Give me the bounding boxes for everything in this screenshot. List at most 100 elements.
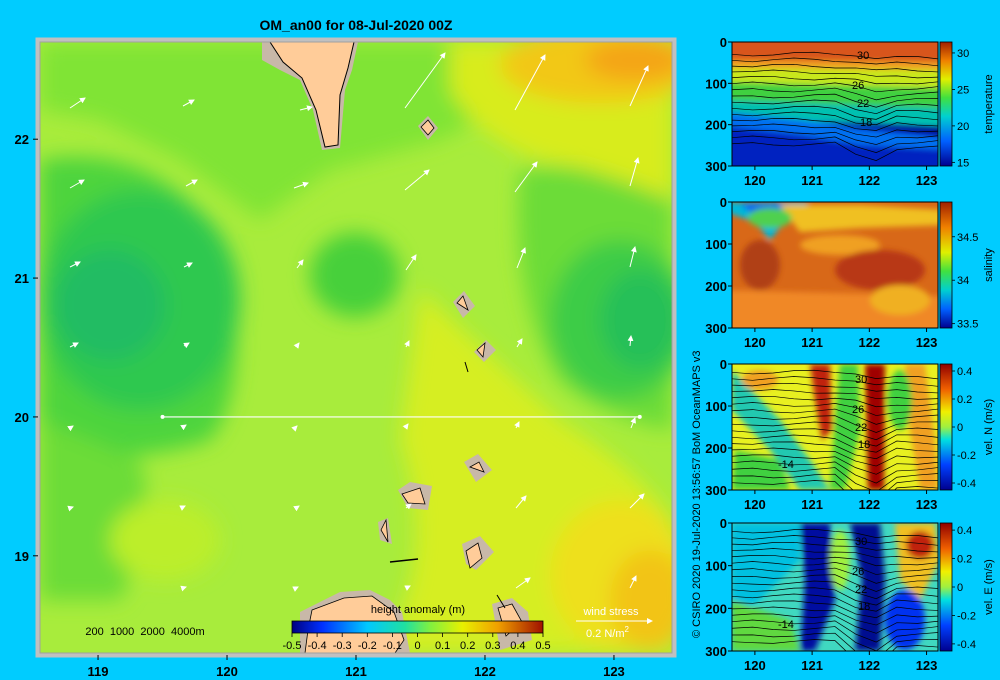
wind-vector — [404, 585, 411, 591]
isotherm-line — [732, 626, 938, 651]
wind-vector — [69, 179, 85, 189]
isotherm-line — [732, 123, 938, 138]
salinity-colorbar — [939, 201, 953, 329]
colorbar-tick-label: 0.4 — [957, 525, 972, 537]
wind-vector — [69, 342, 79, 348]
depth-legend: 200 1000 2000 4000m — [85, 626, 204, 638]
map-x-axis: 119 120 121 122 123 — [88, 655, 625, 679]
isotherm-line — [732, 606, 938, 626]
wind-vector — [291, 425, 298, 432]
colorbar-tick-label: 0 — [957, 582, 963, 594]
map-panel: OM_an00 for 08-Jul-2020 00Z — [15, 17, 677, 679]
wind-vector — [514, 161, 538, 193]
wind-vector — [67, 425, 74, 432]
isotherm-line — [732, 369, 938, 380]
depth-tick-label: 200 — [705, 118, 727, 133]
depth-tick-label: 100 — [705, 559, 727, 574]
contour-label: 26 — [852, 566, 864, 578]
wind-vector — [185, 179, 198, 187]
contour-label: 26 — [852, 404, 864, 416]
depth-tick-label: 200 — [705, 279, 727, 294]
isotherm-line — [732, 587, 938, 606]
isotherm-line — [732, 93, 938, 108]
section-end-dot — [637, 414, 642, 419]
wind-vector — [69, 97, 86, 109]
isotherm-line — [732, 129, 938, 145]
wind-vector — [296, 259, 304, 269]
isotherm-line — [732, 460, 938, 484]
colorbar-tick-label: -0.5 — [283, 640, 302, 652]
temperature-panel: 30 26 22 18 — [731, 41, 939, 167]
credit-text: © CSIRO 2020 19-Jul-2020 13:56:57 BoM Oc… — [691, 350, 703, 638]
wind-vector — [179, 505, 186, 511]
contour-label: 26 — [852, 80, 864, 92]
wind-vector — [515, 577, 531, 589]
lon-tick-label: 123 — [916, 658, 938, 673]
isotherm-line — [732, 600, 938, 619]
map-y-tick-label: 22 — [15, 132, 29, 147]
isotherm-line — [732, 105, 938, 120]
lon-tick-label: 122 — [858, 173, 880, 188]
contour-label: 18 — [860, 117, 872, 129]
section-start-dot — [160, 414, 165, 419]
contour-label: -14 — [778, 619, 794, 631]
height-anomaly-field — [40, 42, 672, 653]
map-x-tick-label: 121 — [345, 664, 367, 679]
contour-label: 22 — [857, 98, 869, 110]
isotherm-line — [732, 613, 938, 634]
colorbar-tick-label: 0.5 — [535, 640, 550, 652]
wind-vector — [69, 261, 81, 268]
wind-vector — [180, 424, 187, 431]
temperature-colorbar — [939, 41, 953, 167]
contour-label: 22 — [855, 584, 867, 596]
isotherm-line — [732, 441, 938, 460]
wind-vector — [404, 169, 430, 191]
isotherm-line — [732, 639, 938, 651]
isotherm-line — [732, 580, 938, 600]
colorbar-tick-label: 0.2 — [957, 554, 972, 566]
isotherm-line — [732, 141, 938, 161]
vel-n-panel: 30 26 22 18 -14 — [731, 363, 939, 491]
temperature-label: temperature — [983, 74, 995, 133]
isotherm-line — [732, 574, 938, 592]
wind-vector — [293, 342, 300, 349]
wind-vector — [629, 65, 649, 107]
isotherm-line — [732, 434, 938, 453]
wind-vector — [292, 586, 299, 592]
lon-tick-label: 120 — [744, 658, 766, 673]
colorbar-tick-label: 30 — [957, 48, 969, 60]
isotherm-line — [732, 593, 938, 612]
wind-vector — [629, 246, 637, 268]
wind-vector — [183, 342, 190, 349]
colorbar-tick-label: -0.4 — [957, 478, 976, 490]
vel-e-colorbar — [939, 522, 953, 652]
wind-stress-vectors — [67, 52, 649, 592]
wind-vector — [629, 493, 645, 509]
colorbar-ticks: -0.5 -0.4 -0.3 -0.2 -0.1 0 0.1 0.2 0.3 0.4 0.5 — [283, 633, 551, 652]
salinity-panel — [731, 201, 939, 329]
isotherm-line — [732, 76, 938, 85]
vel-e-label: vel. E (m/s) — [983, 559, 995, 615]
wind-legend-unit: 0.2 N/m2 — [586, 625, 630, 640]
isotherm-line — [732, 632, 938, 651]
isotherm-line — [732, 402, 938, 416]
colorbar-tick-label: 0.3 — [485, 640, 500, 652]
isotherm-line — [732, 51, 938, 60]
isotherm-line — [732, 135, 938, 153]
vel-e-panel: 30 26 22 18 -14 — [731, 522, 939, 652]
wind-vector — [183, 262, 193, 268]
isotherm-line — [732, 535, 938, 546]
colorbar-tick-label: -0.2 — [957, 450, 976, 462]
lon-tick-label: 121 — [801, 497, 823, 512]
depth-tick-label: 100 — [705, 76, 727, 91]
colorbar-tick-label: 0.4 — [957, 366, 972, 378]
wind-vector — [514, 54, 546, 111]
lon-tick-label: 122 — [858, 658, 880, 673]
lon-tick-label: 120 — [744, 497, 766, 512]
isotherm-line — [732, 63, 938, 73]
colorbar-tick-label: 0 — [414, 640, 420, 652]
wind-vector — [180, 585, 187, 592]
depth-tick-label: 300 — [705, 159, 727, 174]
colorbar-tick-label: -0.2 — [957, 610, 976, 622]
